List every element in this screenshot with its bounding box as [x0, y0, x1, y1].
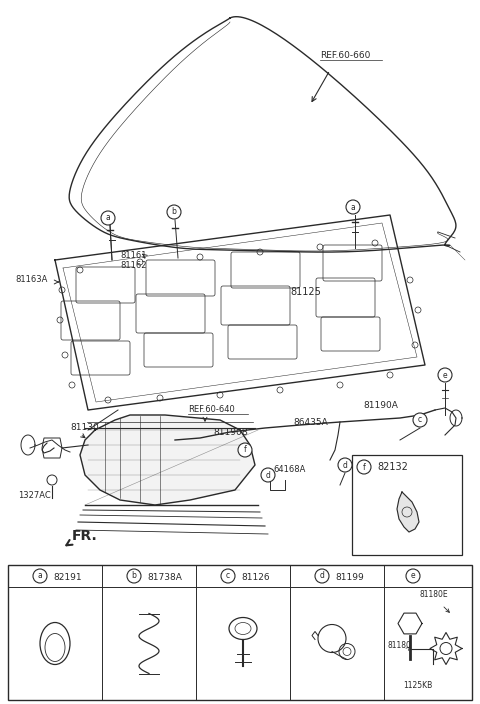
Circle shape: [127, 569, 141, 583]
Text: c: c: [226, 572, 230, 581]
Circle shape: [438, 368, 452, 382]
Text: a: a: [350, 203, 355, 211]
Circle shape: [357, 460, 371, 474]
Text: c: c: [418, 415, 422, 425]
Text: d: d: [343, 460, 348, 470]
Text: 82191: 82191: [53, 572, 82, 582]
Polygon shape: [397, 492, 419, 532]
Circle shape: [338, 458, 352, 472]
Circle shape: [167, 205, 181, 219]
Circle shape: [261, 468, 275, 482]
Text: a: a: [106, 213, 110, 222]
Text: 81125: 81125: [290, 287, 321, 297]
Text: 81126: 81126: [241, 572, 270, 582]
Text: d: d: [320, 572, 324, 581]
Circle shape: [238, 443, 252, 457]
Text: e: e: [411, 572, 415, 581]
Text: 81190B: 81190B: [213, 428, 248, 437]
Text: 81162: 81162: [120, 261, 146, 270]
Text: 1125KB: 1125KB: [403, 681, 432, 690]
Text: a: a: [37, 572, 42, 581]
Text: b: b: [132, 572, 136, 581]
Text: 81163A: 81163A: [15, 275, 48, 284]
Text: FR.: FR.: [72, 529, 98, 543]
Text: f: f: [244, 446, 246, 455]
Text: 81180E: 81180E: [420, 590, 448, 599]
Circle shape: [413, 413, 427, 427]
Bar: [8, 565, 472, 700]
Text: REF.60-640: REF.60-640: [188, 405, 235, 414]
Text: 81180: 81180: [388, 641, 412, 650]
Text: 86435A: 86435A: [293, 418, 328, 427]
Text: 1327AC: 1327AC: [18, 491, 51, 500]
Text: REF.60-660: REF.60-660: [320, 51, 371, 60]
Text: 81190A: 81190A: [363, 401, 398, 410]
Text: 81130: 81130: [70, 423, 99, 432]
Circle shape: [221, 569, 235, 583]
Text: 81199: 81199: [335, 572, 364, 582]
Text: 81161: 81161: [120, 251, 146, 260]
Circle shape: [33, 569, 47, 583]
Text: 82132: 82132: [377, 462, 408, 472]
Circle shape: [315, 569, 329, 583]
Text: 81738A: 81738A: [147, 572, 182, 582]
Bar: [352, 455, 462, 555]
Circle shape: [406, 569, 420, 583]
Circle shape: [346, 200, 360, 214]
Text: e: e: [443, 370, 447, 379]
Text: 64168A: 64168A: [273, 465, 305, 474]
Text: b: b: [171, 208, 177, 217]
Polygon shape: [80, 415, 255, 505]
Circle shape: [101, 211, 115, 225]
Text: f: f: [362, 463, 365, 472]
Text: d: d: [265, 470, 270, 479]
